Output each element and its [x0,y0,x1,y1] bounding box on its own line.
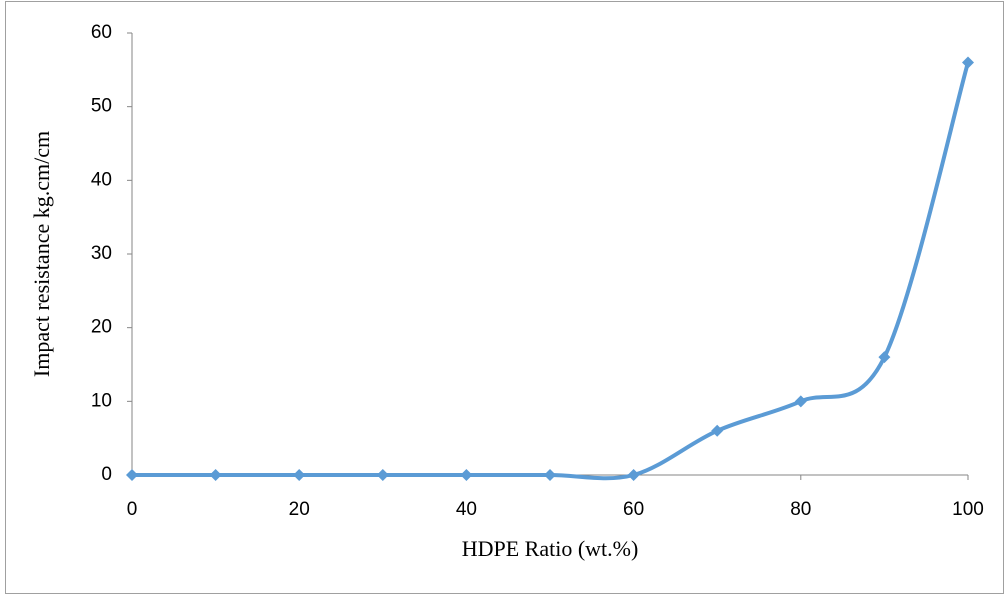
x-tick-label: 80 [790,499,811,520]
x-tick-label: 0 [127,499,138,520]
x-tick-label: 40 [456,499,477,520]
marker [293,469,306,481]
y-tick-label: 20 [91,317,112,338]
marker [627,469,640,481]
y-tick-label: 30 [91,243,112,264]
x-tick-label: 100 [952,499,984,520]
x-axis-title: HDPE Ratio (wt.%) [462,536,639,561]
chart-border [5,1,1004,594]
marker [711,424,724,437]
x-tick-label: 60 [623,499,644,520]
y-tick-label: 40 [91,169,112,190]
marker [544,469,556,481]
y-axis-title: Impact resistance kg.cm/cm [29,131,54,377]
marker [126,469,138,481]
marker [962,56,974,69]
y-tick-label: 0 [101,464,112,485]
x-tick-label: 20 [289,499,310,520]
y-tick-label: 60 [91,22,112,43]
marker [794,395,807,408]
series-line [131,61,970,481]
marker [209,469,222,481]
y-tick-label: 50 [91,96,112,117]
marker [460,469,473,481]
marker [376,469,389,481]
marker [878,351,891,364]
y-tick-label: 10 [91,390,112,411]
